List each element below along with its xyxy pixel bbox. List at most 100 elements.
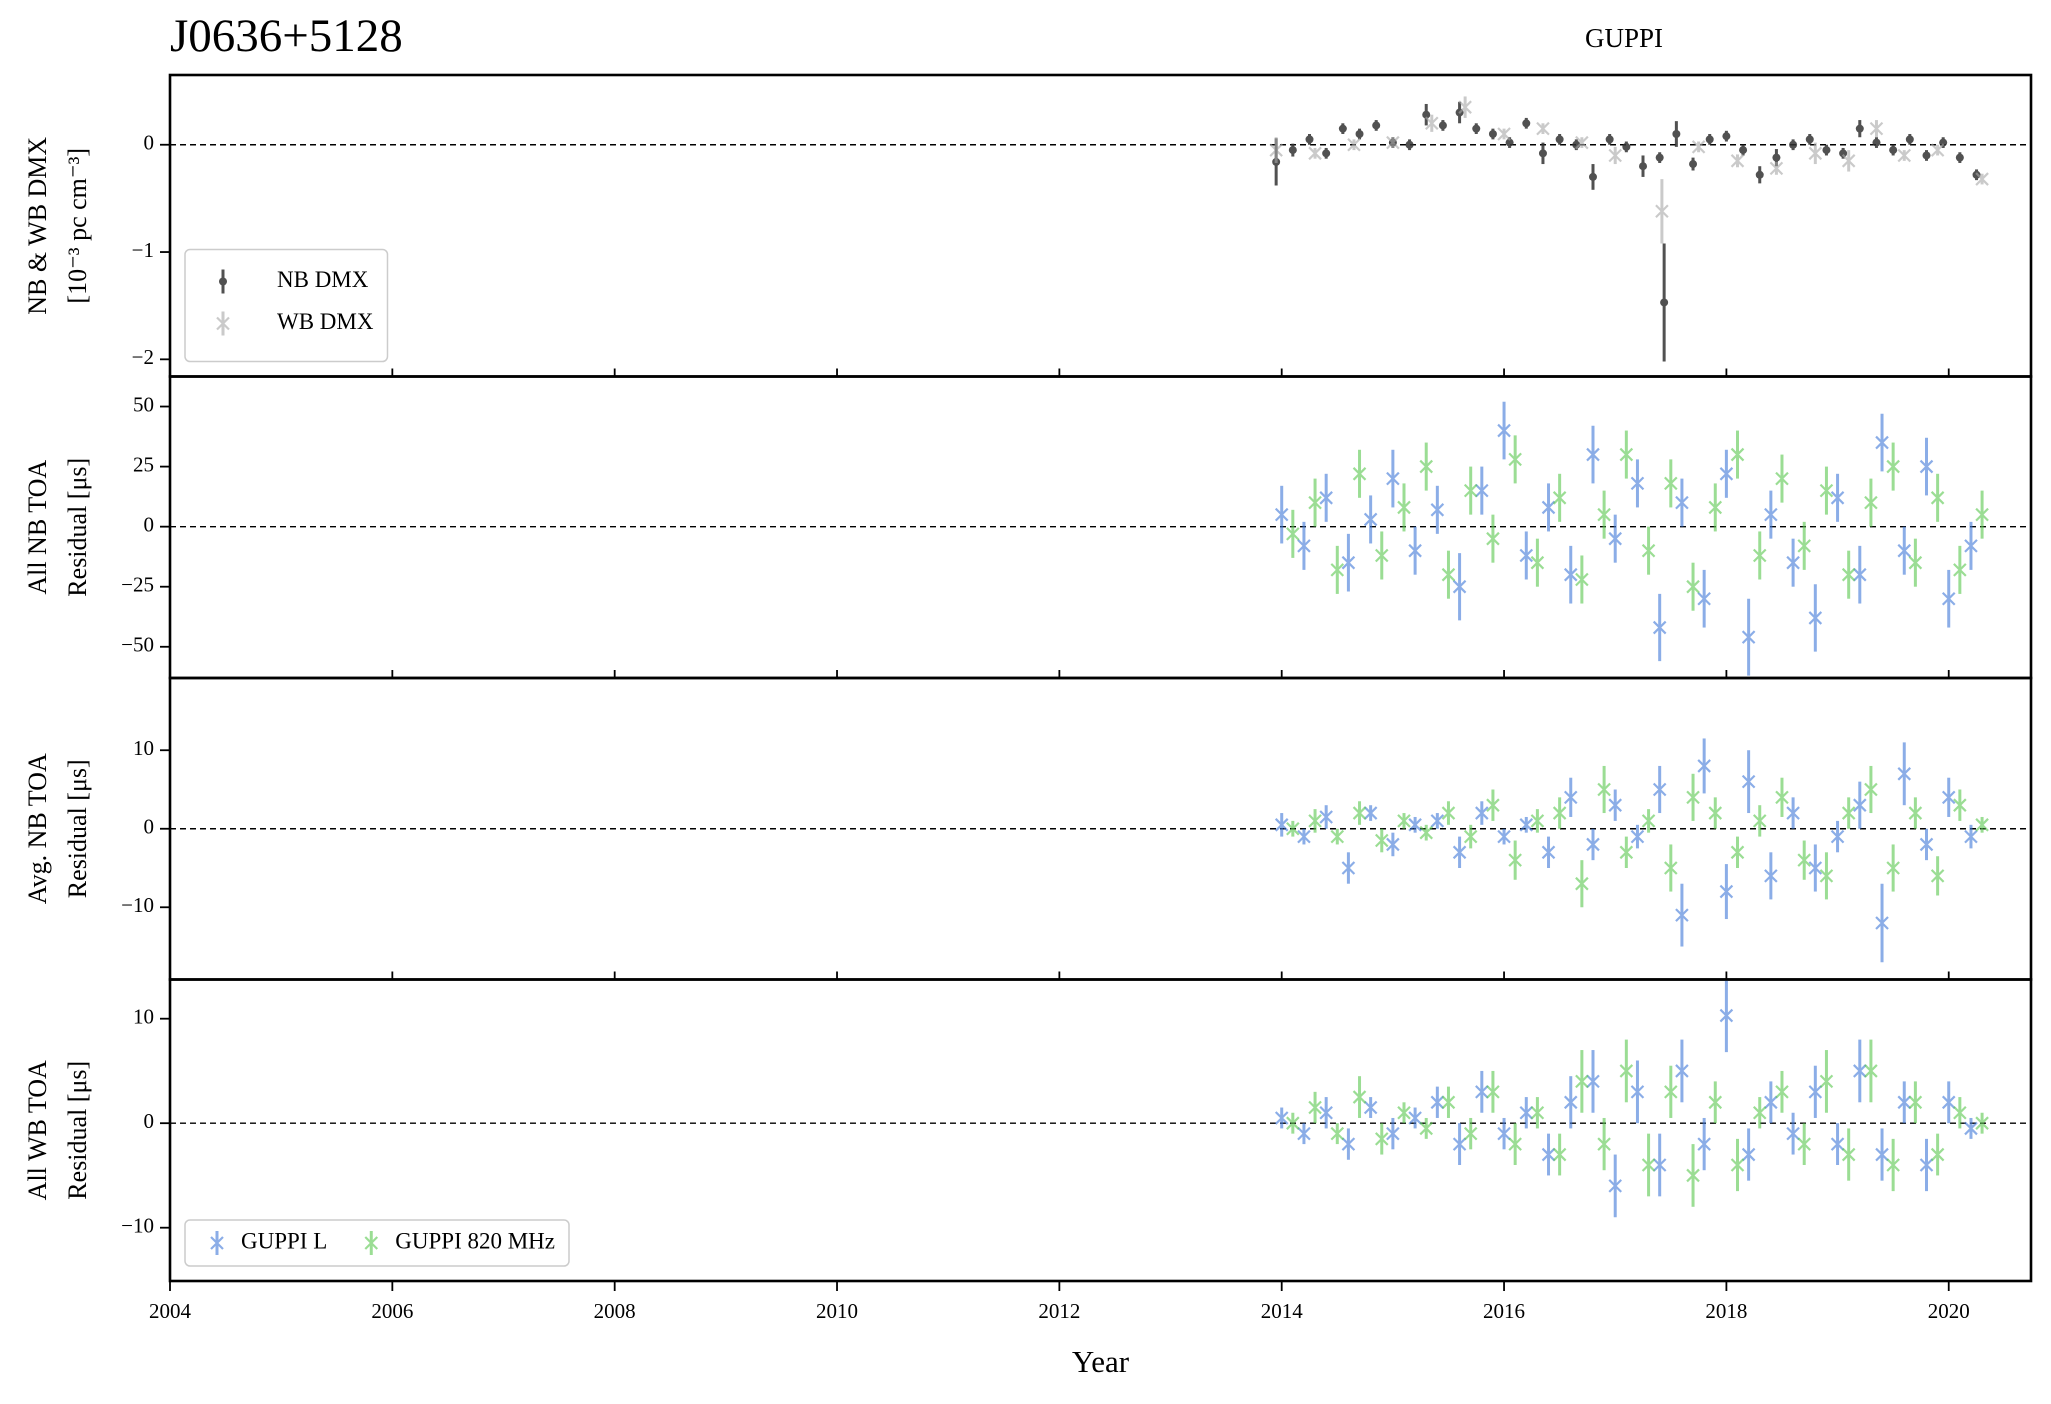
- y-axis-label: Avg. NB TOA: [23, 753, 52, 904]
- chart-subtitle: GUPPI: [1585, 23, 1663, 53]
- point: [1486, 1085, 1500, 1099]
- point: [1541, 845, 1556, 860]
- point: [1463, 483, 1478, 498]
- point: [1819, 869, 1834, 883]
- point: [1864, 782, 1878, 797]
- point: [1908, 555, 1923, 570]
- point: [1588, 172, 1597, 181]
- point: [1953, 1105, 1967, 1120]
- point: [1964, 539, 1978, 553]
- point: [1641, 1158, 1656, 1172]
- point: [1686, 1168, 1700, 1183]
- legend-dot: [219, 277, 227, 286]
- point: [1905, 135, 1914, 144]
- point: [1552, 491, 1567, 505]
- point: [1675, 908, 1689, 922]
- point: [1508, 1137, 1522, 1151]
- point: [1630, 1085, 1645, 1099]
- point: [1408, 543, 1422, 558]
- y-tick-label: 0: [144, 1109, 155, 1133]
- point: [1452, 1137, 1467, 1151]
- point: [1919, 1158, 1934, 1172]
- point: [1619, 845, 1634, 860]
- x-tick-label: 2018: [1705, 1299, 1747, 1323]
- point: [1786, 806, 1800, 820]
- point: [1897, 767, 1912, 781]
- point: [1288, 146, 1297, 155]
- point: [1775, 1085, 1789, 1099]
- point: [1619, 447, 1634, 462]
- point: [1752, 814, 1767, 828]
- x-tick-label: 2014: [1261, 1299, 1304, 1323]
- chart-title: J0636+5128: [170, 10, 403, 62]
- point: [1352, 1090, 1367, 1104]
- point: [1519, 818, 1534, 832]
- series: [1286, 430, 1989, 611]
- point: [1805, 135, 1814, 144]
- y-axis-label: Residual [μs]: [63, 1061, 92, 1200]
- point: [1864, 495, 1878, 510]
- point: [1530, 555, 1545, 570]
- point: [1575, 572, 1589, 587]
- point: [1686, 579, 1700, 594]
- point: [1975, 1116, 1989, 1130]
- point: [1964, 1121, 1978, 1136]
- y-tick-label: −1: [132, 238, 154, 262]
- legend-cross: [210, 1236, 224, 1250]
- point: [1563, 790, 1578, 805]
- x-tick-label: 2004: [149, 1299, 192, 1323]
- point: [1472, 124, 1481, 133]
- point: [1930, 491, 1945, 505]
- point: [1297, 539, 1311, 553]
- point: [1797, 1137, 1811, 1151]
- plot-area: [1269, 96, 1989, 362]
- point: [1841, 1147, 1856, 1162]
- point: [1697, 591, 1711, 606]
- point: [1319, 1105, 1333, 1120]
- point: [1363, 1100, 1378, 1115]
- point: [1786, 555, 1800, 570]
- legend-label: GUPPI 820 MHz: [395, 1228, 555, 1253]
- point: [1672, 130, 1681, 139]
- point: [1586, 837, 1600, 852]
- point: [1853, 1064, 1867, 1078]
- point: [1886, 459, 1900, 474]
- point: [1425, 116, 1439, 131]
- point: [1764, 1095, 1778, 1110]
- point: [1441, 806, 1456, 820]
- y-tick-label: −10: [121, 1214, 154, 1238]
- point: [1869, 121, 1884, 136]
- series: [1274, 401, 1978, 676]
- point: [1522, 119, 1531, 128]
- y-axis-label: Residual [μs]: [63, 458, 92, 597]
- legend-box: [184, 248, 389, 363]
- point: [1488, 130, 1497, 139]
- point: [1797, 853, 1811, 867]
- point: [1719, 884, 1734, 899]
- point: [1741, 630, 1756, 644]
- point: [1819, 1074, 1834, 1089]
- point: [1274, 507, 1289, 522]
- point: [1308, 814, 1322, 828]
- point: [1347, 137, 1361, 152]
- point: [1363, 512, 1378, 527]
- point: [1819, 483, 1834, 498]
- point: [1955, 153, 1964, 162]
- point: [1363, 806, 1378, 820]
- point: [1441, 567, 1456, 582]
- point: [1708, 500, 1723, 515]
- point: [1608, 531, 1622, 546]
- point: [1297, 1126, 1311, 1141]
- point: [1386, 837, 1400, 852]
- point: [1808, 1085, 1823, 1099]
- y-tick-label: 0: [144, 815, 155, 839]
- point: [1730, 154, 1745, 168]
- point: [1597, 782, 1611, 797]
- x-tick-label: 2010: [816, 1299, 858, 1323]
- point: [1975, 818, 1989, 832]
- point: [1274, 1111, 1289, 1125]
- point: [1797, 539, 1811, 553]
- y-axis-label: All NB TOA: [23, 460, 52, 595]
- point: [1664, 861, 1678, 875]
